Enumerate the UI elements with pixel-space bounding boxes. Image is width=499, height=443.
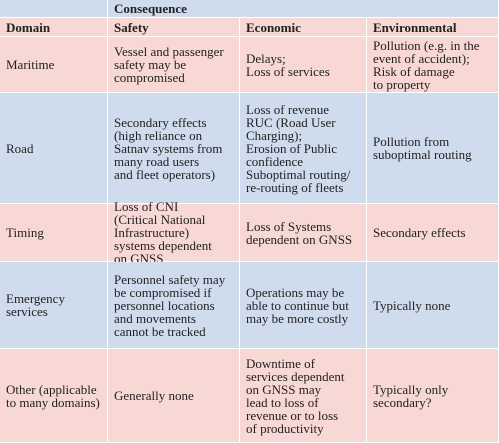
consequence-cell: Secondary effects (high reliance on Satnav… xyxy=(108,93,240,204)
cell-text: Vessel and passenger xyxy=(114,44,224,59)
domain-cell: Other (applicable to many domains) xyxy=(0,349,108,443)
cell-text: Loss of Systems xyxy=(246,218,332,234)
column-header: Economic xyxy=(246,19,301,35)
cell-text: (Critical National xyxy=(114,212,206,227)
cell-text: confidence xyxy=(246,153,304,169)
cell-text: Typically only xyxy=(373,381,449,397)
cell-text: safety may be xyxy=(114,57,187,72)
cell-text: of productivity xyxy=(246,420,324,436)
cell-text: Erosion of Public xyxy=(246,140,337,156)
consequence-cell: Downtime of services dependent on GNSS may… xyxy=(240,349,367,443)
cell-text: (high reliance on xyxy=(114,127,203,143)
consequence-cell: Typically none xyxy=(367,262,499,349)
cell-text: Other (applicable xyxy=(6,381,97,397)
cell-text: Risk of damage xyxy=(373,63,455,79)
cell-text: cannot be tracked xyxy=(114,323,206,339)
cell-text: secondary? xyxy=(373,394,432,410)
consequence-cell: Loss of CNI (Critical National Infrastruct… xyxy=(108,200,240,266)
cell-text: and movements xyxy=(114,310,196,326)
consequence-cell: Loss of Systems dependent on GNSS xyxy=(240,204,367,262)
group-header-cell: Consequence xyxy=(108,0,499,18)
cell-text: Infrastructure) xyxy=(114,225,190,240)
column-header: Environmental xyxy=(373,19,457,35)
cell-text: Emergency xyxy=(6,291,65,306)
cell-text: to property xyxy=(373,76,431,92)
consequence-cell: Operations may be able to continue but may… xyxy=(240,262,367,349)
cell-text: suboptimal routing xyxy=(373,147,472,162)
cell-text: Personnel safety may xyxy=(114,271,226,287)
consequence-cell: Secondary effects xyxy=(367,204,499,262)
cell-text: Typically none xyxy=(373,297,451,313)
column-header-cell: Economic xyxy=(240,18,367,37)
cell-text: Loss of services xyxy=(246,63,330,79)
consequence-cell: Delays; Loss of services xyxy=(240,37,367,93)
column-header-cell: Domain xyxy=(0,18,108,37)
cell-text: Pollution (e.g. in the xyxy=(373,37,480,53)
cell-text: lead to loss of xyxy=(246,394,319,410)
cell-text: to many domains) xyxy=(6,394,100,410)
cell-text: re-routing of fleets xyxy=(246,179,344,195)
cell-text: systems dependent xyxy=(114,238,212,253)
cell-text: compromised xyxy=(114,70,185,85)
cell-text: event of accident); xyxy=(373,50,470,66)
domain-cell: Timing xyxy=(0,204,108,262)
cell-text: Loss of CNI xyxy=(114,199,179,214)
cell-text: personnel locations xyxy=(114,297,215,313)
cell-text: on GNSS xyxy=(114,251,164,266)
column-header: Domain xyxy=(6,19,51,35)
cell-text: Charging); xyxy=(246,127,303,143)
consequence-cell: Vessel and passenger safety may be comprom… xyxy=(108,37,240,93)
consequence-cell: Typically only secondary? xyxy=(367,349,499,443)
cell-text: Delays; xyxy=(246,50,286,66)
cell-text: Secondary effects xyxy=(114,114,207,130)
cell-text: Secondary effects xyxy=(373,225,466,240)
column-header: Safety xyxy=(114,19,149,35)
group-header: Consequence xyxy=(114,1,187,16)
cell-text: Satnav systems from xyxy=(114,140,223,156)
cell-text: services xyxy=(6,304,48,319)
domain-cell: Maritime xyxy=(0,37,108,93)
domain-cell: Emergency services xyxy=(0,262,108,349)
cell-text: and fleet operators) xyxy=(114,166,216,182)
cell-text: Downtime of xyxy=(246,355,315,371)
cell-text: revenue or to loss xyxy=(246,407,339,423)
cell-text: many road users xyxy=(114,153,200,169)
cell-text: Suboptimal routing/ xyxy=(246,166,351,182)
consequence-cell: Pollution from suboptimal routing xyxy=(367,93,499,204)
cell-text: Operations may be xyxy=(246,284,345,300)
cell-text: Maritime xyxy=(6,57,55,72)
domain-cell: Road xyxy=(0,93,108,204)
consequence-cell: Loss of revenue RUC (Road User Charging); E… xyxy=(240,93,367,204)
empty-header-cell xyxy=(0,0,108,18)
consequence-cell: Pollution (e.g. in the event of accident)… xyxy=(367,37,499,93)
cell-text: Generally none xyxy=(114,388,194,403)
cell-text: on GNSS may xyxy=(246,381,322,397)
cell-text: Pollution from xyxy=(373,134,450,149)
consequence-cell: Generally none xyxy=(108,349,240,443)
cell-text: Timing xyxy=(6,225,44,240)
cell-text: able to continue but xyxy=(246,297,349,313)
cell-text: dependent on GNSS xyxy=(246,231,353,247)
cell-text: RUC (Road User xyxy=(246,114,336,130)
column-header-cell: Safety xyxy=(108,18,240,37)
column-header-cell: Environmental xyxy=(367,18,499,37)
cell-text: Loss of revenue xyxy=(246,101,330,117)
cell-text: be compromised if xyxy=(114,284,212,300)
cell-text: may be more costly xyxy=(246,310,349,326)
cell-text: Road xyxy=(6,140,34,156)
cell-text: services dependent xyxy=(246,368,345,384)
consequence-cell: Personnel safety may be compromised if per… xyxy=(108,262,240,349)
